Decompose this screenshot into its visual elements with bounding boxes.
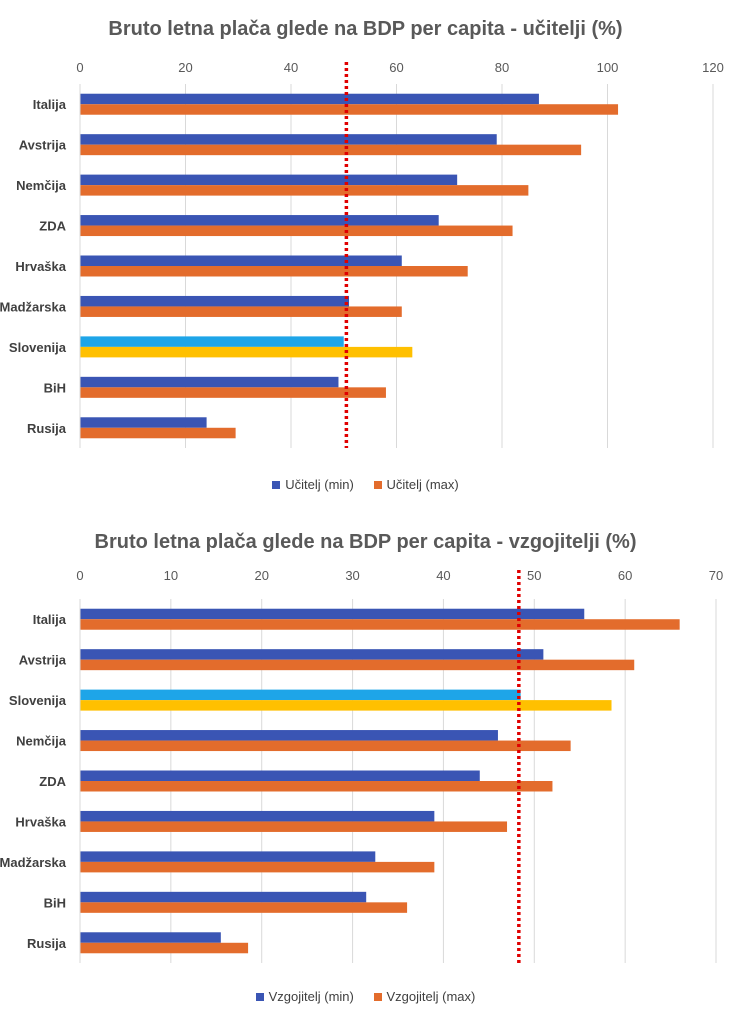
bar-min xyxy=(80,174,458,186)
educators-plot: 0 10 20 30 40 50 60 70 Italija Avstrija Slovenija N… xyxy=(0,568,723,963)
bar-min xyxy=(80,134,497,145)
category-label: ZDA xyxy=(39,219,66,234)
x-tick-label: 0 xyxy=(76,568,83,583)
x-tick-label: 20 xyxy=(254,568,268,583)
bar-min xyxy=(80,932,221,943)
bar-max xyxy=(80,104,619,115)
bar-min xyxy=(80,770,480,781)
bar-max xyxy=(80,942,249,954)
legend: Učitelj (min) Učitelj (max) xyxy=(0,477,731,492)
bar-min xyxy=(80,730,498,741)
category-label: Madžarska xyxy=(0,299,67,314)
category-label: Avstrija xyxy=(19,653,67,668)
bar-min xyxy=(80,255,402,266)
x-tick-label: 40 xyxy=(436,568,450,583)
x-tick-label: 10 xyxy=(164,568,178,583)
legend-label-max: Vzgojitelj (max) xyxy=(386,989,476,1004)
bar-min xyxy=(80,215,439,226)
legend-label-max: Učitelj (max) xyxy=(386,477,459,492)
legend-item-min: Vzgojitelj (min) xyxy=(255,989,354,1004)
teachers-plot: 0 20 40 60 80 100 120 Italija Avstrija Nemčija ZDA… xyxy=(0,60,724,448)
bar-min xyxy=(80,93,539,105)
category-label: Nemčija xyxy=(16,734,67,749)
chart-title: Bruto letna plača glede na BDP per capit… xyxy=(94,531,637,553)
legend-item-max: Vzgojitelj (max) xyxy=(373,989,476,1004)
teachers-chart: Bruto letna plača glede na BDP per capit… xyxy=(0,0,731,505)
bar-max xyxy=(80,427,236,439)
educators-chart: Bruto letna plača glede na BDP per capit… xyxy=(0,515,731,1020)
category-label: Slovenija xyxy=(9,340,67,355)
x-tick-label: 30 xyxy=(345,568,359,583)
x-tick-label: 60 xyxy=(618,568,632,583)
x-tick-label: 80 xyxy=(495,60,509,75)
legend-swatch-min xyxy=(272,481,281,489)
category-label: Italija xyxy=(33,97,67,112)
legend-swatch-max xyxy=(373,993,382,1001)
x-tick-label: 100 xyxy=(597,60,619,75)
chart-title: Bruto letna plača glede na BDP per capit… xyxy=(108,18,623,40)
x-tick-label: 20 xyxy=(178,60,192,75)
legend-item-min: Učitelj (min) xyxy=(272,477,354,492)
bar-min xyxy=(80,295,350,307)
category-label: Avstrija xyxy=(19,138,67,153)
bar-max xyxy=(80,821,508,832)
category-label: BiH xyxy=(44,895,66,910)
bar-min xyxy=(80,608,585,620)
bar-max xyxy=(80,144,582,156)
bar-max xyxy=(80,185,529,196)
bar-min xyxy=(80,810,435,822)
x-tick-label: 0 xyxy=(76,60,83,75)
bar-max xyxy=(80,740,571,752)
category-label: Slovenija xyxy=(9,693,67,708)
legend: Vzgojitelj (min) Vzgojitelj (max) xyxy=(0,989,731,1004)
x-tick-label: 120 xyxy=(702,60,724,75)
bar-max xyxy=(80,861,435,873)
bar-max xyxy=(80,387,386,398)
bar-min xyxy=(80,851,376,862)
bar-max xyxy=(80,346,413,358)
bar-max xyxy=(80,619,680,630)
legend-label-min: Učitelj (min) xyxy=(285,477,354,492)
category-label: Nemčija xyxy=(16,178,67,193)
category-label: Hrvaška xyxy=(15,259,66,274)
bar-min xyxy=(80,891,367,903)
legend-swatch-max xyxy=(373,481,382,489)
x-tick-label: 50 xyxy=(527,568,541,583)
bar-max xyxy=(80,700,612,711)
bar-min xyxy=(80,417,207,428)
category-label: Madžarska xyxy=(0,855,67,870)
bar-max xyxy=(80,781,553,792)
bar-max xyxy=(80,659,635,671)
x-tick-label: 40 xyxy=(284,60,298,75)
category-label: Rusija xyxy=(27,421,67,436)
bar-min xyxy=(80,336,344,347)
bar-max xyxy=(80,225,513,237)
legend-item-max: Učitelj (max) xyxy=(373,477,459,492)
category-label: Rusija xyxy=(27,936,67,951)
bar-min xyxy=(80,649,544,660)
legend-label-min: Vzgojitelj (min) xyxy=(268,989,354,1004)
bar-min xyxy=(80,689,521,701)
category-label: ZDA xyxy=(39,774,66,789)
x-tick-label: 60 xyxy=(389,60,403,75)
x-tick-label: 70 xyxy=(709,568,723,583)
category-label: Italija xyxy=(33,612,67,627)
bar-max xyxy=(80,306,402,317)
category-label: BiH xyxy=(44,380,66,395)
legend-swatch-min xyxy=(255,993,264,1001)
bar-max xyxy=(80,902,408,913)
bar-min xyxy=(80,376,339,388)
category-label: Hrvaška xyxy=(15,814,66,829)
bar-max xyxy=(80,266,468,277)
